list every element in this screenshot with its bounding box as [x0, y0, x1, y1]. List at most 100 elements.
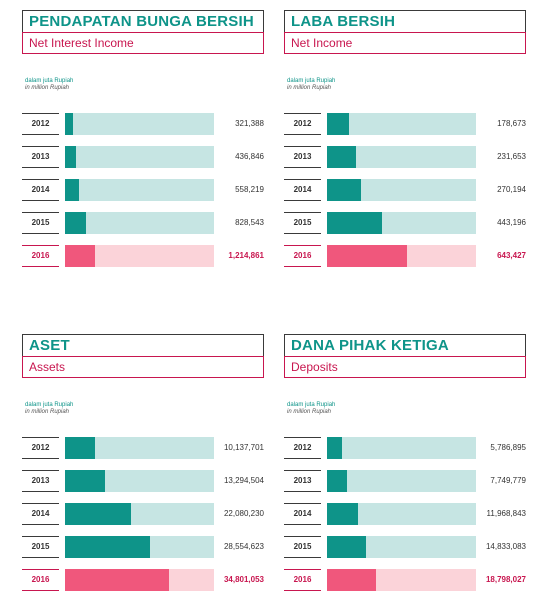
chart-title: PENDAPATAN BUNGA BERSIH	[22, 10, 264, 32]
bar-track	[327, 470, 476, 492]
chart-subtitle: Assets	[22, 356, 264, 378]
year-label: 2014	[22, 179, 59, 201]
bar	[327, 113, 350, 135]
bar	[65, 470, 105, 492]
bar-track	[327, 569, 476, 591]
bar	[65, 113, 73, 135]
bar-row: 2013 13,294,504	[22, 470, 264, 492]
bar	[327, 212, 383, 234]
year-label: 2012	[284, 113, 321, 135]
chart-title: ASET	[22, 334, 264, 356]
bar-track	[327, 113, 476, 135]
bar-track	[65, 437, 214, 459]
bar-track	[327, 146, 476, 168]
value-label: 231,653	[497, 152, 526, 161]
value-label: 558,219	[235, 185, 264, 194]
chart-subtitle: Deposits	[284, 356, 526, 378]
bar	[327, 470, 348, 492]
year-label: 2013	[22, 470, 59, 492]
bar	[327, 437, 343, 459]
bar-row: 2013 231,653	[284, 146, 526, 168]
unit-label-id: dalam juta Rupiah	[25, 78, 74, 84]
bar	[327, 536, 366, 558]
year-label: 2016	[22, 569, 59, 591]
year-label: 2012	[22, 113, 59, 135]
unit-label: dalam juta Rupiah in million Rupiah	[287, 402, 335, 416]
year-label: 2012	[284, 437, 321, 459]
value-label: 1,214,861	[228, 251, 264, 260]
bar-row: 2012 178,673	[284, 113, 526, 135]
unit-label: dalam juta Rupiah in million Rupiah	[287, 78, 335, 92]
bar-track	[65, 179, 214, 201]
bar	[327, 569, 377, 591]
unit-label-id: dalam juta Rupiah	[287, 402, 336, 408]
bar-track	[327, 437, 476, 459]
value-label: 18,798,027	[485, 575, 526, 584]
bar-row: 2016 643,427	[284, 245, 526, 267]
bar-track	[65, 113, 214, 135]
chart-panel-assets: ASET Assets dalam juta Rupiah in million Ru…	[22, 334, 264, 591]
chart-panel-net-income: LABA BERSIH Net Income dalam juta Rupiah in…	[284, 10, 526, 267]
value-label: 443,196	[497, 218, 526, 227]
bar-track	[65, 470, 214, 492]
year-label: 2015	[22, 536, 59, 558]
year-label: 2014	[284, 179, 321, 201]
year-label: 2016	[284, 569, 321, 591]
bar-row: 2012 5,786,895	[284, 437, 526, 459]
bar	[65, 503, 131, 525]
bar	[65, 245, 96, 267]
bar	[65, 569, 169, 591]
bar-track	[327, 503, 476, 525]
chart-title: DANA PIHAK KETIGA	[284, 334, 526, 356]
bar	[327, 503, 359, 525]
bar-row: 2016 1,214,861	[22, 245, 264, 267]
value-label: 22,080,230	[223, 509, 264, 518]
year-label: 2015	[284, 212, 321, 234]
bar-row: 2016 18,798,027	[284, 569, 526, 591]
chart-panel-deposits: DANA PIHAK KETIGA Deposits dalam juta Rupi…	[284, 334, 526, 591]
unit-label-en: in million Rupiah	[25, 409, 70, 415]
bar-track	[65, 536, 214, 558]
bar-row: 2012 321,388	[22, 113, 264, 135]
year-label: 2016	[284, 245, 321, 267]
year-label: 2014	[22, 503, 59, 525]
bar	[65, 179, 79, 201]
value-label: 643,427	[497, 251, 526, 260]
value-label: 321,388	[235, 119, 264, 128]
bar-row: 2015 28,554,623	[22, 536, 264, 558]
value-label: 28,554,623	[223, 542, 264, 551]
chart-panel-net-interest-income: PENDAPATAN BUNGA BERSIH Net Interest Inco…	[22, 10, 264, 267]
bar-track	[65, 212, 214, 234]
unit-label-en: in million Rupiah	[287, 85, 332, 91]
value-label: 10,137,701	[223, 443, 264, 452]
value-label: 828,543	[235, 218, 264, 227]
bar	[65, 437, 96, 459]
bar-track	[327, 179, 476, 201]
bar	[327, 179, 361, 201]
bar	[65, 146, 76, 168]
bar-row: 2014 11,968,843	[284, 503, 526, 525]
bar-row: 2015 828,543	[22, 212, 264, 234]
value-label: 178,673	[497, 119, 526, 128]
year-label: 2013	[22, 146, 59, 168]
year-label: 2013	[284, 470, 321, 492]
bar	[65, 212, 86, 234]
chart-subtitle: Net Income	[284, 32, 526, 54]
unit-label-id: dalam juta Rupiah	[287, 78, 336, 84]
bar-row: 2016 34,801,053	[22, 569, 264, 591]
bar-row: 2012 10,137,701	[22, 437, 264, 459]
bar-row: 2014 22,080,230	[22, 503, 264, 525]
bar-row: 2015 14,833,083	[284, 536, 526, 558]
value-label: 270,194	[497, 185, 526, 194]
value-label: 11,968,843	[486, 509, 526, 518]
year-label: 2016	[22, 245, 59, 267]
unit-label: dalam juta Rupiah in million Rupiah	[25, 78, 73, 92]
bar-track	[327, 536, 476, 558]
unit-label: dalam juta Rupiah in million Rupiah	[25, 402, 73, 416]
bar-row: 2014 270,194	[284, 179, 526, 201]
chart-subtitle: Net Interest Income	[22, 32, 264, 54]
bar	[65, 536, 151, 558]
bar-row: 2013 436,846	[22, 146, 264, 168]
year-label: 2014	[284, 503, 321, 525]
value-label: 7,749,779	[490, 476, 526, 485]
